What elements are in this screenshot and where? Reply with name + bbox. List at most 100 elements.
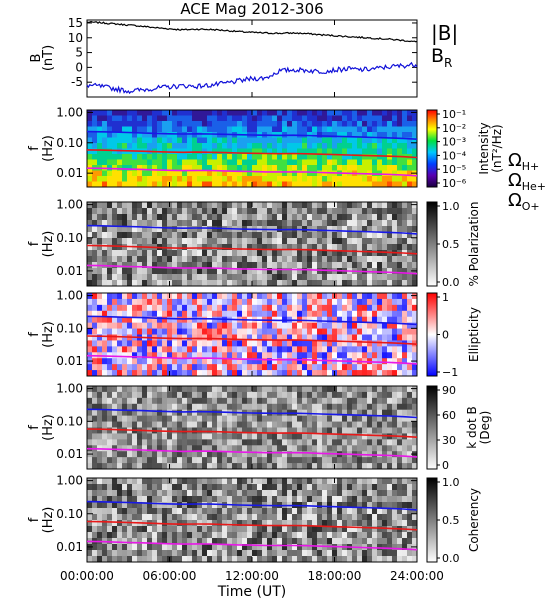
spectrogram-cell	[412, 427, 418, 434]
spectrogram-cell	[177, 159, 183, 166]
spectrogram-cell	[192, 322, 198, 329]
spectrogram-cell	[247, 148, 253, 155]
spectrogram-cell	[362, 556, 368, 563]
spectrogram-cell	[222, 358, 228, 365]
spectrogram-cell	[142, 556, 148, 563]
spectrogram-cell	[377, 439, 383, 446]
spectrogram-cell	[222, 322, 228, 329]
spectrogram-cell	[292, 238, 298, 245]
spectrogram-cell	[182, 256, 188, 263]
spectrogram-cell	[177, 484, 183, 491]
spectrogram-cell	[297, 370, 303, 377]
spectrogram-cell	[272, 202, 278, 209]
spectrogram-cell	[267, 550, 273, 557]
spectrogram-cell	[377, 202, 383, 209]
spectrogram-cell	[277, 352, 283, 359]
spectrogram-cell	[122, 415, 128, 422]
spectrogram-cell	[282, 532, 288, 539]
spectrogram-cell	[92, 293, 98, 300]
spectrogram-cell	[327, 126, 333, 133]
spectrogram-cell	[97, 427, 103, 434]
spectrogram-cell	[382, 370, 388, 377]
spectrogram-cell	[172, 159, 178, 166]
spectrogram-cell	[372, 484, 378, 491]
spectrogram-cell	[392, 126, 398, 133]
spectrogram-cell	[187, 159, 193, 166]
y-tick-label: 0.01	[56, 447, 83, 461]
spectrogram-cell	[292, 433, 298, 440]
spectrogram-cell	[192, 490, 198, 497]
gyro-line-h	[86, 130, 418, 140]
spectrogram-cell	[117, 514, 123, 521]
spectrogram-cell	[372, 115, 378, 122]
spectrogram-cell	[232, 439, 238, 446]
spectrogram-cell	[292, 346, 298, 353]
spectrogram-cell	[117, 457, 123, 464]
spectrogram-cell	[202, 208, 208, 215]
spectrogram-cell	[297, 478, 303, 485]
spectrogram-cell	[222, 274, 228, 281]
spectrogram-cell	[142, 165, 148, 171]
spectrogram-cell	[267, 439, 273, 446]
spectrogram-cell	[212, 532, 218, 539]
spectrogram-cell	[162, 232, 168, 239]
spectrogram-cell	[382, 148, 388, 155]
spectrogram-cell	[142, 121, 148, 127]
spectrogram-cell	[307, 451, 313, 458]
spectrogram-cell	[282, 115, 288, 122]
spectrogram-cell	[397, 352, 403, 359]
spectrogram-cell	[342, 508, 348, 515]
spectrogram-cell	[162, 304, 168, 312]
spectrogram-cell	[137, 386, 143, 393]
spectrogram-cell	[127, 391, 133, 399]
spectrogram-cell	[212, 137, 218, 144]
spectrogram-cell	[257, 274, 263, 281]
spectrogram-cell	[402, 322, 408, 329]
spectrogram-cell	[407, 170, 413, 177]
spectrogram-cell	[237, 532, 243, 539]
spectrogram-cell	[277, 415, 283, 422]
spectrogram-cell	[182, 176, 188, 182]
spectrogram-cell	[207, 262, 213, 269]
spectrogram-cell	[172, 143, 178, 149]
spectrogram-cell	[222, 370, 228, 377]
spectrogram-cell	[227, 364, 233, 371]
spectrogram-cell	[222, 478, 228, 485]
figure-title: ACE Mag 2012-306	[180, 0, 323, 18]
spectrogram-cell	[347, 274, 353, 281]
spectrogram-cell	[342, 364, 348, 371]
spectrogram-cell	[352, 165, 358, 171]
spectrogram-cell	[342, 433, 348, 440]
spectrogram-cell	[327, 478, 333, 485]
spectrogram-cell	[217, 421, 223, 428]
spectrogram-cell	[327, 439, 333, 446]
spectrogram-cell	[102, 508, 108, 515]
spectrogram-cell	[337, 322, 343, 329]
spectrogram-cell	[232, 526, 238, 533]
spectrogram-cell	[217, 143, 223, 149]
spectrogram-cell	[382, 165, 388, 171]
spectrogram-cell	[237, 386, 243, 393]
spectrogram-cell	[357, 352, 363, 359]
spectrogram-cell	[102, 463, 108, 470]
spectrogram-cell	[172, 502, 178, 509]
spectrogram-cell	[397, 514, 403, 521]
spectrogram-cell	[292, 358, 298, 365]
spectrogram-cell	[87, 346, 93, 353]
spectrogram-cell	[387, 415, 393, 422]
spectrogram-cell	[87, 427, 93, 434]
spectrogram-cell	[377, 526, 383, 533]
spectrogram-cell	[87, 403, 93, 411]
spectrogram-cell	[127, 250, 133, 257]
spectrogram-cell	[397, 463, 403, 470]
spectrogram-cell	[362, 370, 368, 377]
spectrogram-cell	[267, 386, 273, 393]
spectrogram-cell	[322, 298, 328, 306]
spectrogram-cell	[352, 280, 358, 287]
spectrogram-cell	[212, 126, 218, 133]
spectrogram-cell	[332, 220, 338, 227]
spectrogram-cell	[367, 421, 373, 428]
spectrogram-cell	[127, 316, 133, 324]
b-field-legend: |B| BR	[431, 21, 458, 70]
spectrogram-cell	[352, 415, 358, 422]
